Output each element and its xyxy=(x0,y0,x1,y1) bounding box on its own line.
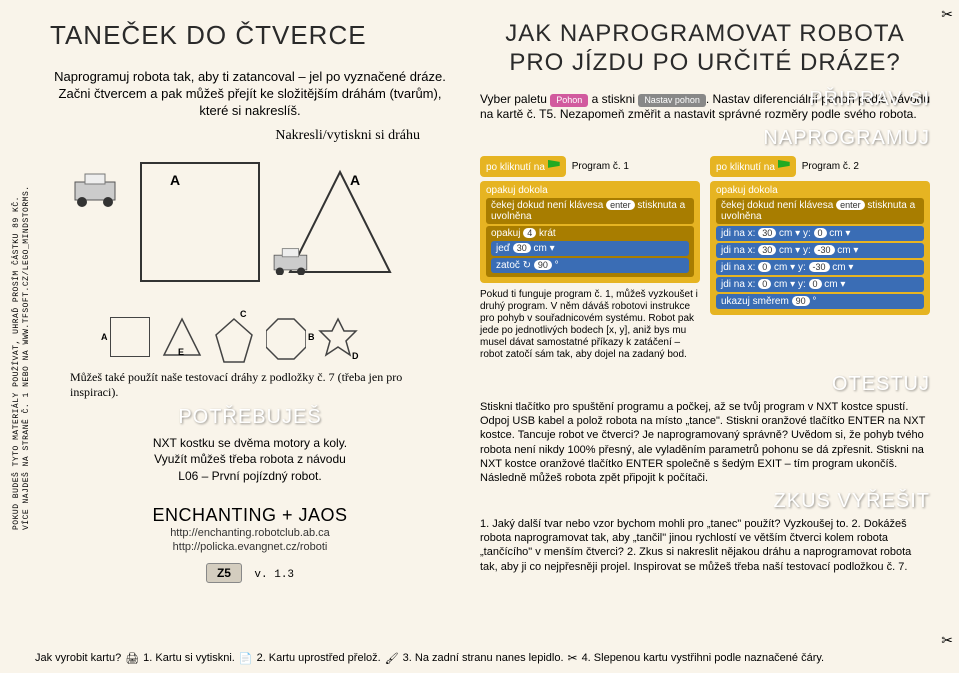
small-shapes-row: A E C B D xyxy=(110,317,358,357)
test-text: Stiskni tlačítko pro spuštění programu a… xyxy=(480,400,930,486)
flag-icon xyxy=(778,160,790,170)
square-path xyxy=(140,162,260,282)
small-shape-E: E xyxy=(162,317,202,357)
flag-icon xyxy=(548,160,560,170)
left-intro: Naprogramuj robota tak, aby ti zatancova… xyxy=(50,69,450,120)
block-jed: jeď 30 cm ▾ xyxy=(491,241,689,256)
block-jdi2: jdi na x: 30 cm ▾ y: -30 cm ▾ xyxy=(716,243,924,258)
printer-icon: 🖨 xyxy=(125,652,139,665)
small-shape-D: D xyxy=(318,317,358,357)
links: http://enchanting.robotclub.ab.ca http:/… xyxy=(50,526,450,555)
left-column: TANEČEK DO ČTVERCE Naprogramuj robota ta… xyxy=(50,20,450,583)
mid-description: Pokud ti funguje program č. 1, můžeš vyz… xyxy=(480,289,700,361)
solve-text: 1. Jaký další tvar nebo vzor bychom mohl… xyxy=(480,517,930,574)
program-2: po kliknutí na Program č. 2 opakuj dokol… xyxy=(710,154,930,367)
block-wait-2: čekej dokud není klávesa enter stisknuta… xyxy=(716,198,924,224)
block-ukaz: ukazuj směrem 90 ° xyxy=(716,294,924,309)
prog2-label: Program č. 2 xyxy=(802,161,859,172)
link-2[interactable]: http://policka.evangnet.cz/roboti xyxy=(50,540,450,554)
path-diagram: A A A E C B D xyxy=(70,152,410,312)
small-shape-C: C xyxy=(214,317,254,357)
robot-icon xyxy=(270,247,315,277)
need-label: POTŘEBUJEŠ xyxy=(50,406,450,429)
program-1: po kliknutí na Program č. 1 opakuj dokol… xyxy=(480,154,700,367)
need-text: NXT kostku se dvěma motory a koly. Využí… xyxy=(50,435,450,485)
footer-step1: 1. Kartu si vytiskni. xyxy=(143,652,235,664)
fold-icon: 📄 xyxy=(239,652,253,665)
side-note-2: Více najdeš na straně č. 1 nebo na www.t… xyxy=(22,185,31,530)
version: v. 1.3 xyxy=(254,569,294,581)
block-wait: čekej dokud není klávesa enter stisknuta… xyxy=(486,198,694,224)
pohon-pill: Pohon xyxy=(550,94,588,108)
block-jdi3: jdi na x: 0 cm ▾ y: -30 cm ▾ xyxy=(716,260,924,275)
program-label: NAPROGRAMUJ xyxy=(480,127,930,150)
block-repeat: opakuj dokola čekej dokud není klávesa e… xyxy=(480,181,700,283)
link-1[interactable]: http://enchanting.robotclub.ab.ca xyxy=(50,526,450,540)
solve-label: ZKUS VYŘEŠIT xyxy=(480,490,930,513)
block-jdi4: jdi na x: 0 cm ▾ y: 0 cm ▾ xyxy=(716,277,924,292)
footer-step2: 2. Kartu uprostřed přelož. xyxy=(257,652,381,664)
program-area: po kliknutí na Program č. 1 opakuj dokol… xyxy=(480,154,930,367)
block-repeat4: opakuj 4 krát jeď 30 cm ▾ zatoč ↻ 90 ° xyxy=(486,226,694,277)
footer-step3: 3. Na zadní stranu nanes lepidlo. xyxy=(403,652,564,664)
small-shape-B: B xyxy=(266,317,306,357)
test-label: OTESTUJ xyxy=(480,373,930,396)
scissors-icon: ✂ xyxy=(568,651,578,665)
nastav-pill: Nastav pohon xyxy=(638,94,706,108)
card-badge: Z5 xyxy=(206,563,242,583)
prog1-label: Program č. 1 xyxy=(572,161,629,172)
badge-row: Z5 v. 1.3 xyxy=(50,563,450,583)
label-A1: A xyxy=(170,172,180,188)
right-title: JAK NAPROGRAMOVAT ROBOTA PRO JÍZDU PO UR… xyxy=(480,20,930,78)
left-title: TANEČEK DO ČTVERCE xyxy=(50,20,450,51)
scissors-icon: ✂ xyxy=(941,632,953,649)
enchanting-title: ENCHANTING + JAOS xyxy=(50,505,450,526)
right-column: JAK NAPROGRAMOVAT ROBOTA PRO JÍZDU PO UR… xyxy=(480,20,930,574)
label-A2: A xyxy=(350,172,360,188)
test-paths-note: Můžeš také použít naše testovací dráhy z… xyxy=(70,370,450,400)
scissors-icon: ✂ xyxy=(941,6,953,23)
prepare-label: PŘIPRAV SI xyxy=(809,88,930,111)
footer: Jak vyrobit kartu? 🖨 1. Kartu si vytiskn… xyxy=(35,651,949,665)
block-repeat-2: opakuj dokola čekej dokud není klávesa e… xyxy=(710,181,930,315)
block-jdi1: jdi na x: 30 cm ▾ y: 0 cm ▾ xyxy=(716,226,924,241)
side-note-1: Pokud budeš tyto materiály používat, uhr… xyxy=(12,196,21,530)
draw-note: Nakresli/vytiskni si dráhu xyxy=(50,128,420,144)
glue-icon: 🖌 xyxy=(385,652,399,665)
small-shape-A: A xyxy=(110,317,150,357)
footer-question: Jak vyrobit kartu? xyxy=(35,652,121,664)
robot-icon xyxy=(70,172,125,207)
footer-step4: 4. Slepenou kartu vystřihni podle naznač… xyxy=(582,652,825,664)
block-zatoc: zatoč ↻ 90 ° xyxy=(491,258,689,273)
